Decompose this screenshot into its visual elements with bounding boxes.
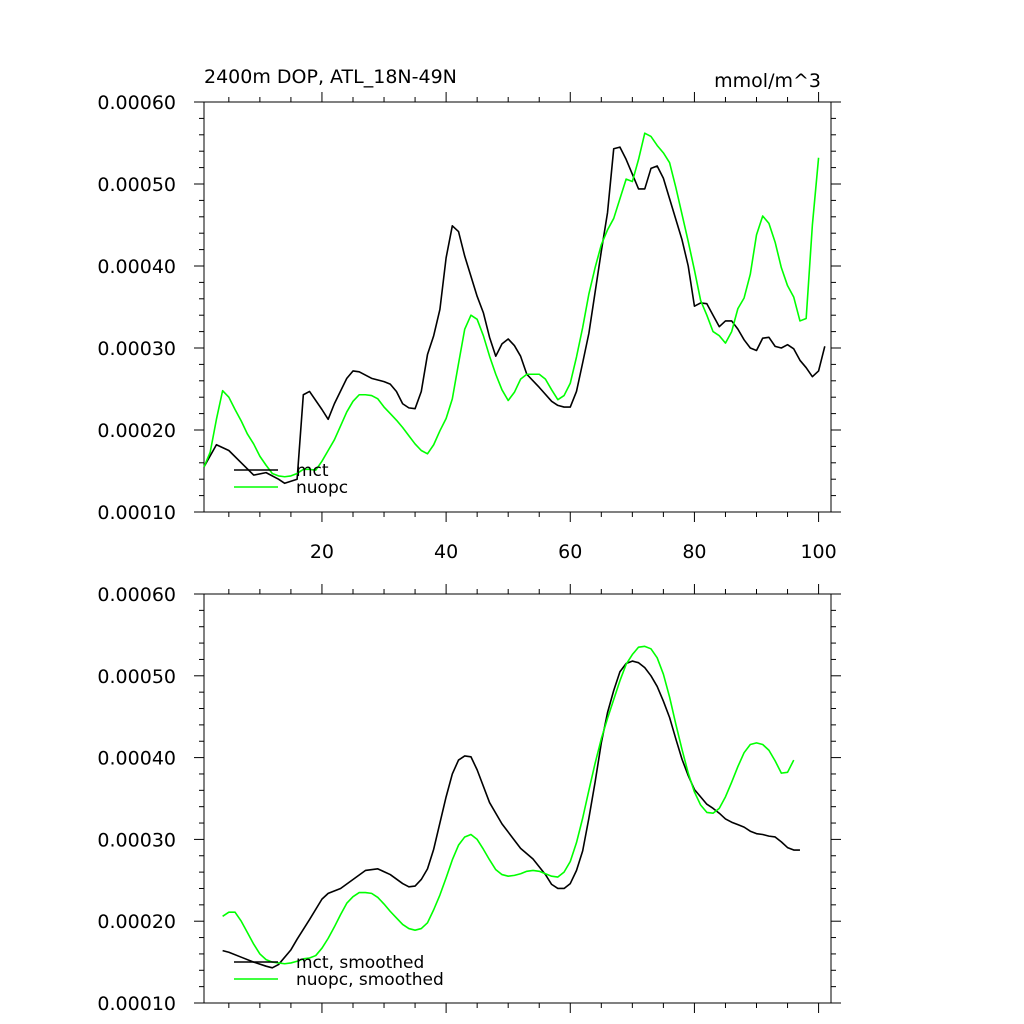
y-tick-label: 0.00060 [97, 92, 176, 114]
x-tick-label: 100 [800, 541, 836, 563]
y-tick-label: 0.00030 [97, 829, 176, 851]
legend-label: mct, smoothed [296, 953, 424, 973]
y-tick-label: 0.00020 [97, 911, 176, 933]
y-tick-label: 0.00010 [97, 502, 176, 524]
units-label: mmol/m^3 [714, 70, 821, 92]
x-tick-label: 20 [310, 541, 334, 563]
series-line-nuopc-smoothed [222, 645, 795, 965]
series-line-nuopc [203, 132, 820, 478]
x-tick-label: 80 [682, 541, 706, 563]
plot-frame [203, 101, 832, 513]
y-tick-label: 0.00040 [97, 748, 176, 770]
legend-label: nuopc [296, 478, 348, 498]
x-tick-label: 40 [434, 541, 458, 563]
bottom-panel: 0.00010 0.00020 0.00030 0.00040 0.00050 0.000… [97, 584, 841, 1015]
series-line-mct-smoothed [222, 660, 800, 969]
chart-title: 2400m DOP, ATL_18N-49N [204, 66, 457, 88]
y-tick-label: 0.00060 [97, 584, 176, 606]
top-panel: 20 40 60 80 100 0.00010 0.00020 0.00030 0.00040 0… [97, 66, 841, 563]
y-tick-label: 0.00040 [97, 256, 176, 278]
x-tick-label: 60 [558, 541, 582, 563]
legend-label: nuopc, smoothed [296, 970, 444, 990]
series-line-mct [203, 146, 826, 485]
y-tick-label: 0.00010 [97, 993, 176, 1015]
y-tick-label: 0.00030 [97, 338, 176, 360]
y-tick-label: 0.00020 [97, 420, 176, 442]
y-tick-label: 0.00050 [97, 174, 176, 196]
legend-label: mct [296, 461, 329, 481]
plot-frame [203, 593, 832, 1004]
y-tick-label: 0.00050 [97, 666, 176, 688]
